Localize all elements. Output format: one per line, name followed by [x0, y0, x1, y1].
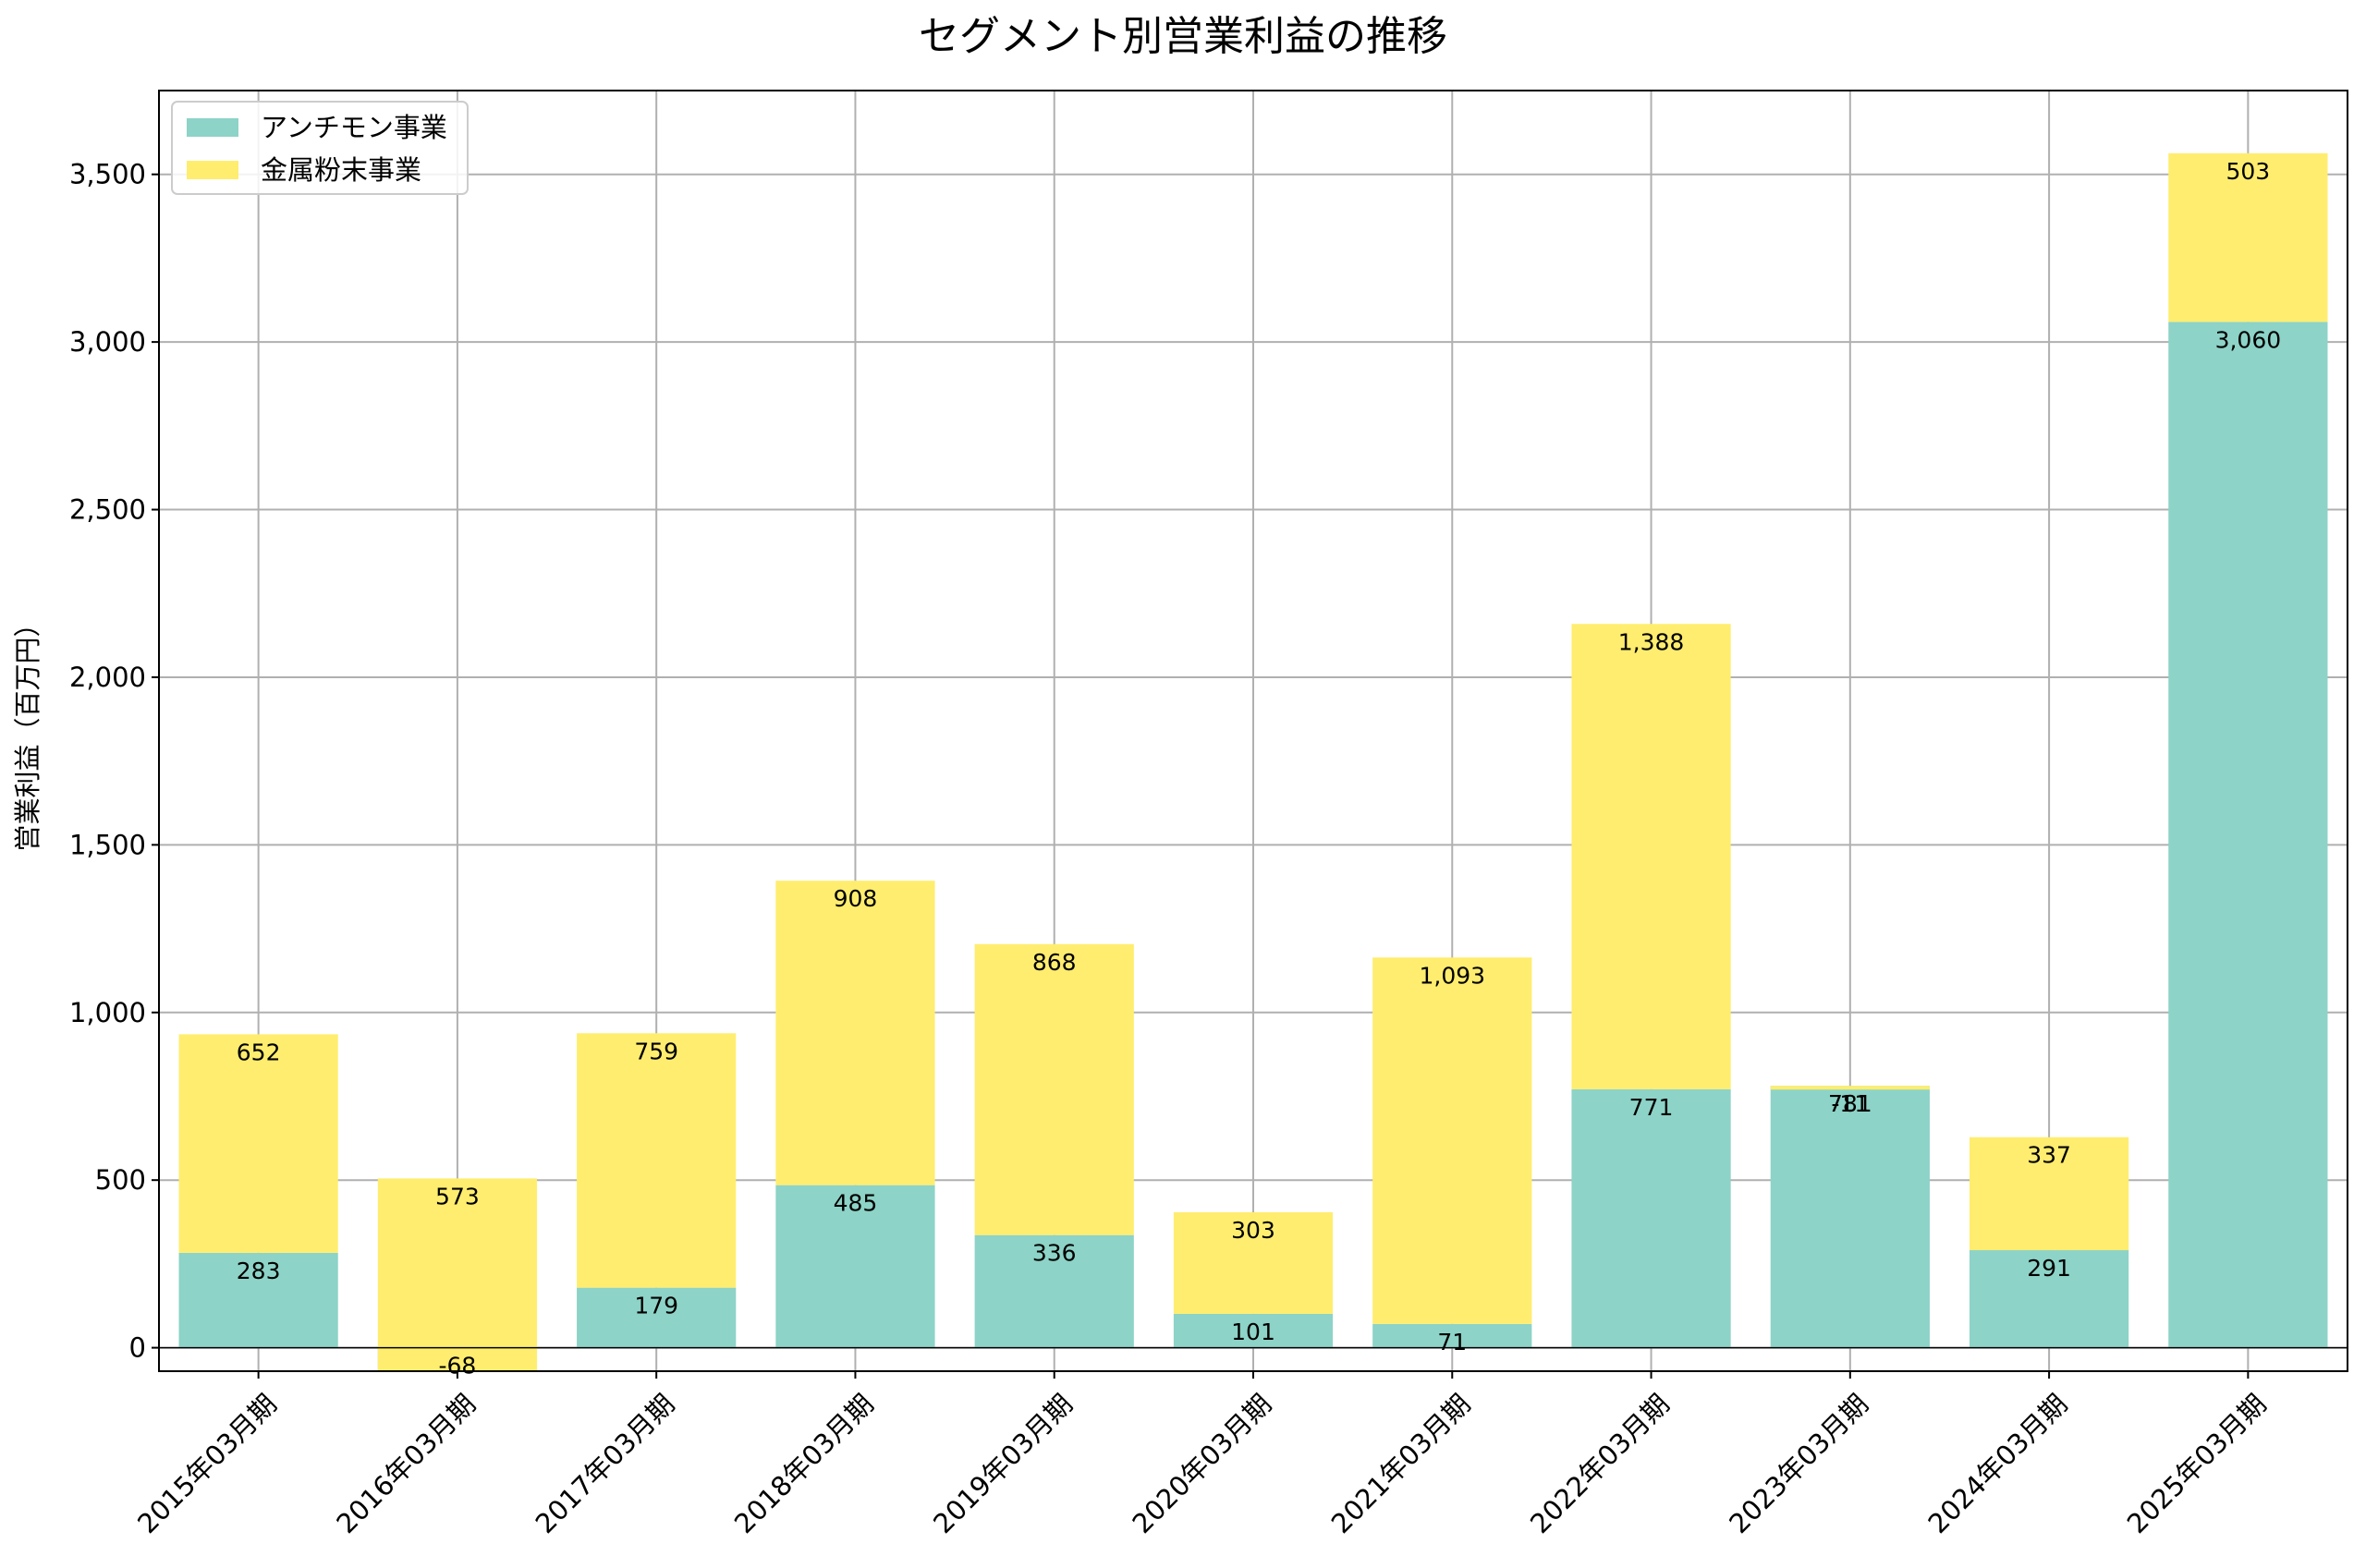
data-label-antimony: 771 — [1629, 1094, 1674, 1121]
data-label-metal-powder: 759 — [634, 1038, 678, 1064]
legend: アンチモン事業 金属粉末事業 — [171, 101, 469, 195]
bar-antimony — [1571, 1088, 1731, 1348]
data-label-antimony: 3,060 — [2215, 326, 2282, 353]
y-tick-label: 2,500 — [69, 494, 146, 526]
bar-metal-powder — [1372, 957, 1532, 1324]
data-label-metal-powder: 337 — [2027, 1142, 2071, 1169]
bar-antimony — [1372, 1323, 1532, 1348]
legend-label-antimony: アンチモン事業 — [261, 112, 447, 143]
data-label-antimony: 179 — [634, 1293, 678, 1319]
bar-metal-powder — [1571, 624, 1731, 1089]
data-label-antimony: 283 — [237, 1258, 281, 1284]
legend-box — [171, 101, 469, 195]
bar-antimony — [1173, 1313, 1334, 1348]
bar-antimony — [178, 1252, 338, 1348]
bars-layer — [178, 152, 2328, 1371]
data-label-antimony: 71 — [1437, 1329, 1467, 1355]
bar-metal-powder — [377, 1178, 538, 1371]
data-label-antimony: 485 — [834, 1190, 878, 1217]
data-label-metal-powder: 503 — [2226, 158, 2271, 185]
bar-antimony — [1969, 1250, 2129, 1348]
y-axis-title: 営業利益（百万円） — [12, 610, 43, 851]
bar-metal-powder — [577, 1033, 737, 1288]
y-tick-label: 3,000 — [69, 326, 146, 358]
y-tick-label: 0 — [129, 1332, 146, 1364]
bar-antimony — [1770, 1086, 1930, 1348]
y-tick-label: 2,000 — [69, 662, 146, 693]
data-label-metal-powder: 908 — [834, 885, 878, 912]
bar-metal-powder — [178, 1034, 338, 1253]
bar-metal-powder — [1770, 1086, 1930, 1090]
bar-antimony — [974, 1234, 1134, 1348]
data-label-antimony: 101 — [1231, 1319, 1275, 1345]
legend-swatch-antimony — [187, 118, 238, 137]
bar-metal-powder — [1173, 1212, 1334, 1314]
bar-antimony — [577, 1287, 737, 1348]
data-label-metal-powder: 652 — [237, 1039, 281, 1065]
y-tick-label: 1,500 — [69, 829, 146, 860]
data-label-metal-powder: -11 — [1831, 1090, 1869, 1117]
data-label-metal-powder: 1,093 — [1419, 962, 1485, 989]
bar-metal-powder — [775, 881, 935, 1185]
y-tick-label: 1,000 — [69, 997, 146, 1028]
legend-label-metal-powder: 金属粉末事業 — [261, 154, 421, 186]
data-label-metal-powder: 573 — [435, 1183, 480, 1209]
data-label-metal-powder: 1,388 — [1618, 628, 1685, 655]
y-tick-label: 3,500 — [69, 159, 146, 190]
y-axis: 0 500 1,000 1,500 2,000 2,500 3,000 3,500 — [69, 159, 159, 1364]
data-label-antimony: 336 — [1032, 1240, 1077, 1267]
legend-swatch-metal-powder — [187, 161, 238, 179]
data-label-metal-powder: 303 — [1231, 1217, 1275, 1244]
bar-antimony — [2168, 322, 2328, 1348]
bar-antimony — [775, 1185, 935, 1348]
bar-metal-powder — [974, 943, 1134, 1235]
data-labels-layer: 283652-68573179759485908336868101303711,… — [237, 158, 2281, 1380]
data-label-antimony: 781 — [1828, 1090, 1872, 1117]
bar-metal-powder — [1969, 1136, 2129, 1251]
data-label-metal-powder: 868 — [1032, 949, 1077, 976]
bar-metal-powder — [2168, 152, 2328, 322]
y-tick-label: 500 — [95, 1164, 146, 1196]
chart-title: セグメント別営業利益の推移 — [919, 13, 1447, 60]
data-label-antimony: 291 — [2027, 1255, 2071, 1282]
